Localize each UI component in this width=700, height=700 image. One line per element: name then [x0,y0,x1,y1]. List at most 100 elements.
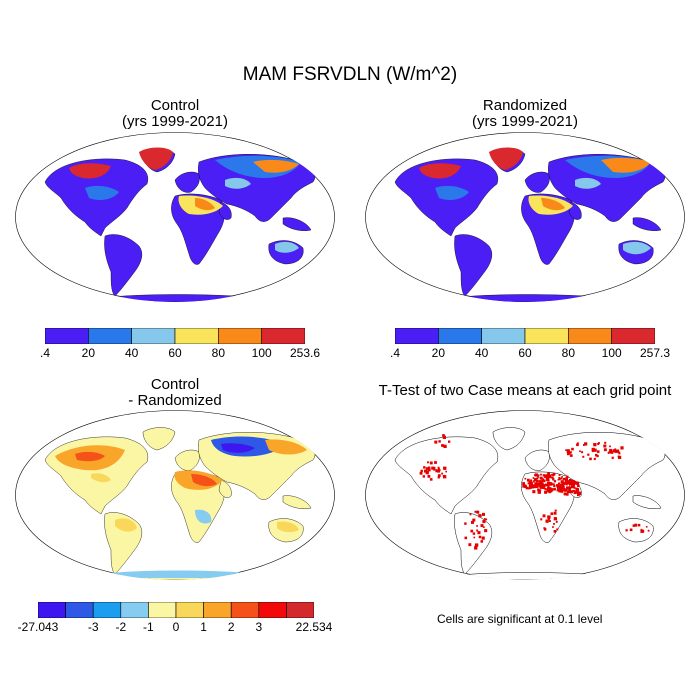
colorbar-label: 0 [172,620,180,634]
significant-cell [552,526,554,528]
significant-cell [539,476,543,480]
significant-cell [548,481,551,485]
significant-cell [609,448,613,453]
significant-cell [437,466,440,469]
significant-cell [537,490,541,494]
significant-cell [469,513,472,516]
significant-cell [437,474,441,477]
significant-cell [442,434,445,437]
significant-cell [539,489,542,491]
colorbar-box [148,602,177,618]
significant-cell [603,444,607,448]
control-colorbar-labels: .4 20 40 60 80 100 253.6 [0,346,350,362]
control-title-line1: Control [150,97,200,114]
significant-cell [625,529,628,532]
significant-cell [582,455,585,458]
colorbar-label: 20 [431,346,446,360]
significant-cell [554,509,557,512]
significant-cells [419,434,650,550]
significant-cell [542,478,545,481]
significant-cell [613,449,616,453]
significant-cell [577,442,579,445]
significant-cell [540,486,543,489]
significant-cell [551,473,554,476]
significant-cell [569,490,573,493]
significant-cell [581,451,584,454]
significant-cell [422,475,425,478]
randomized-title-line2: (yrs 1999-2021) [472,113,578,130]
significant-cell [572,489,575,492]
significant-cell [471,520,474,524]
significant-cell [560,485,562,487]
control-colorbar [45,328,305,344]
significant-cell [547,479,550,482]
significant-cell [523,484,526,487]
significant-cell [424,469,427,473]
significant-cell [538,484,542,488]
significant-cell [566,490,570,494]
colorbar-label: -1 [143,620,154,634]
colorbar-label: 20 [81,346,96,360]
significant-cell [552,473,555,476]
significant-cell [525,486,529,490]
significant-cell [437,476,440,479]
significant-cell [603,448,607,452]
significant-cell [609,445,611,448]
significant-cell [427,475,431,478]
colorbar-label: 22.534 [295,620,333,634]
significant-cell [538,480,542,483]
significant-cell [437,469,441,473]
significant-cell [472,518,476,522]
significant-cell [610,450,614,454]
significant-cell [536,474,538,477]
significant-cell [568,482,570,484]
significant-cell [473,536,476,539]
colorbar-label: 1 [200,620,207,634]
significant-cell [526,478,530,482]
colorbar-label: 80 [561,346,576,360]
significant-cell [640,529,644,533]
significant-cell [476,525,478,527]
significant-cell [427,466,431,469]
difference-colorbar [38,602,314,618]
significant-cell [536,480,539,483]
significant-cell [558,489,561,493]
significant-cell [549,520,551,522]
significant-cell [545,483,549,487]
colorbar-box [438,328,482,344]
significant-cell [563,492,567,496]
significant-cell [553,488,556,491]
significant-cell [431,466,435,470]
colorbar-box [568,328,612,344]
significant-cell [558,478,561,481]
control-title-line2: (yrs 1999-2021) [122,113,228,130]
significant-cell [553,485,556,488]
significant-cell [546,474,549,478]
significant-cell [571,483,574,486]
significant-cell [647,529,650,532]
control-panel-title: Control (yrs 1999-2021) [35,98,315,130]
randomized-title-line1: Randomized [482,97,568,114]
significant-cell [576,443,579,447]
significant-cell [548,490,552,494]
colorbar-label: 40 [474,346,489,360]
significant-cell [589,457,592,461]
significant-cell [443,475,447,479]
significant-cell [536,477,539,480]
significant-cell [484,529,488,533]
significant-cell [482,520,486,524]
colorbar-label: -3 [87,620,99,634]
significant-cell [575,488,580,492]
colorbar-box [45,328,89,344]
significant-cell [474,510,477,513]
significant-cell [545,519,549,523]
significant-cell [565,449,567,451]
colorbar-label: 80 [211,346,226,360]
significant-cell [547,485,550,488]
ttest-panel-title: T-Test of two Case means at each grid po… [378,382,672,399]
significant-cell [481,536,485,540]
significant-cell [485,518,488,521]
significant-cell [598,442,600,444]
significant-cell [553,511,557,515]
significant-cell [632,524,636,527]
